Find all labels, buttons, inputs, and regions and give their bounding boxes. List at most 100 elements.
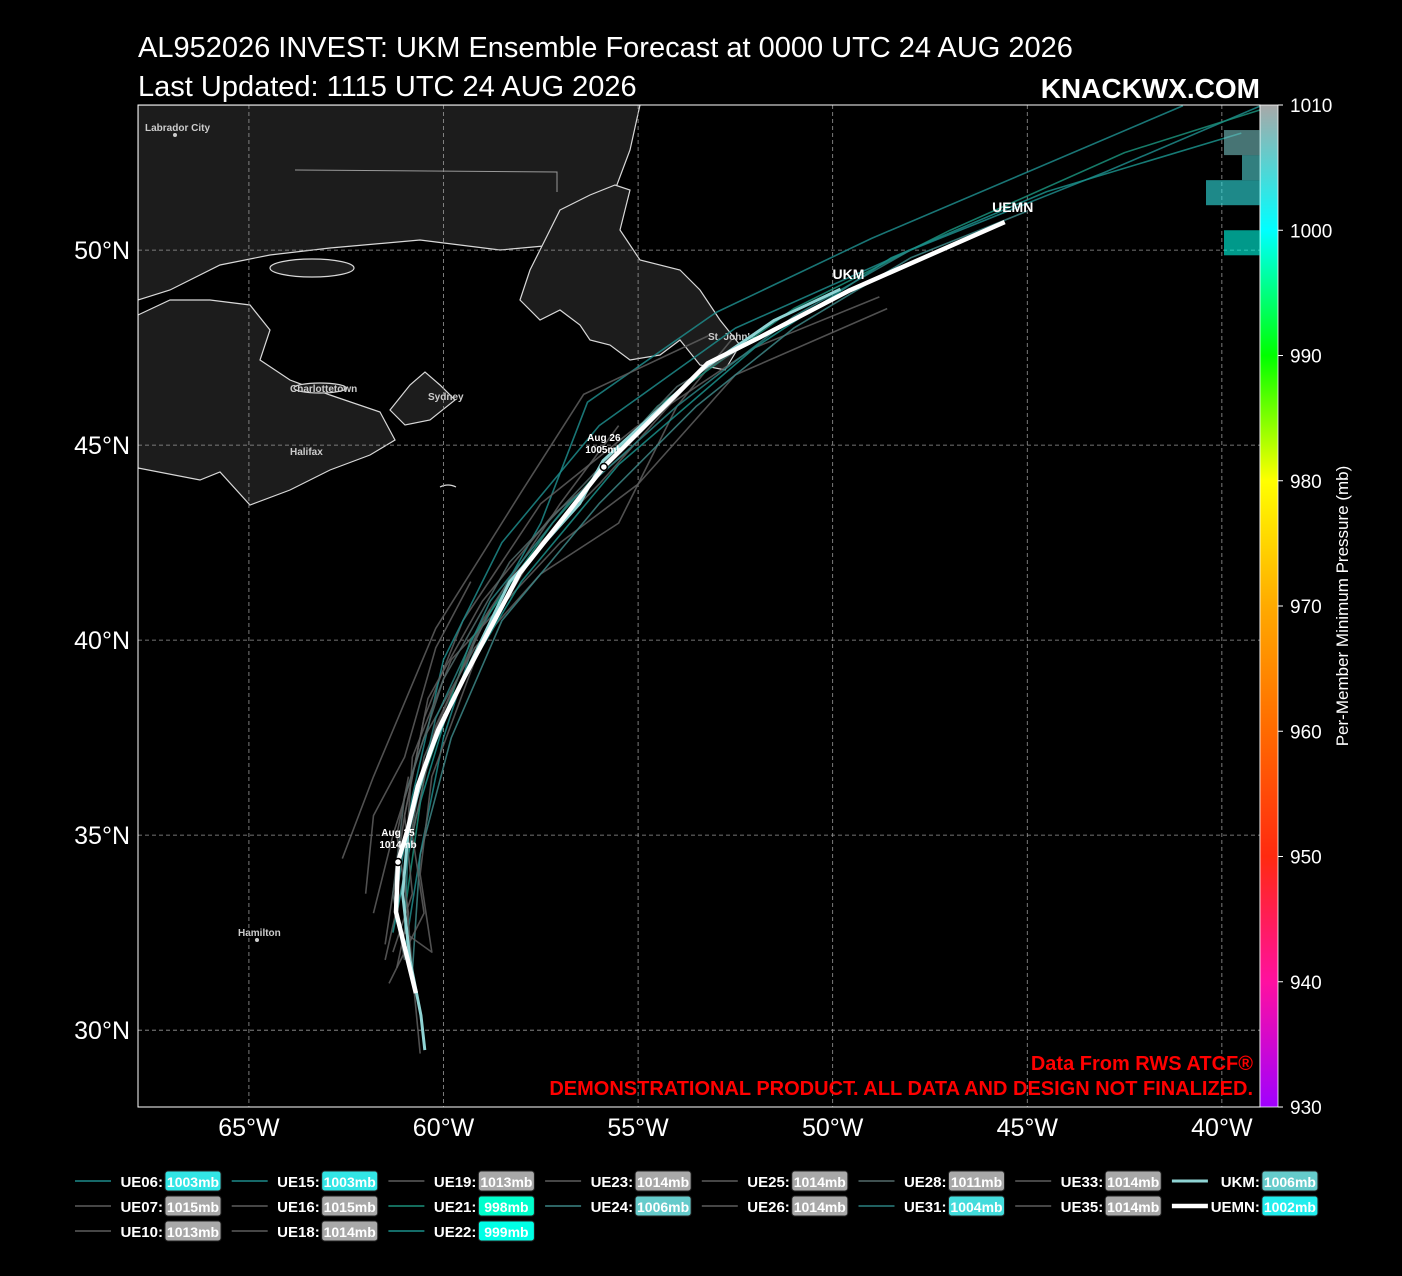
legend-pressure-box [634, 1195, 692, 1217]
legend-label: UE10: [120, 1224, 163, 1241]
legend-name: UE26 [747, 1199, 785, 1216]
legend-pressure-box [321, 1220, 379, 1242]
y-tick-label: 50°N [74, 237, 130, 265]
track-line [404, 374, 698, 953]
colorbar-tick-label: 950 [1290, 848, 1322, 869]
date-marker [599, 462, 609, 472]
colorbar-tick-label: 990 [1290, 347, 1322, 368]
x-tick-label: 60°W [413, 1114, 475, 1142]
legend-label: UE21: [434, 1199, 477, 1216]
legend-pressure: 998mb [484, 1199, 528, 1215]
track-line [392, 327, 775, 961]
legend-pressure: 1014mb [794, 1199, 846, 1215]
legend-label: UE06: [120, 1174, 163, 1191]
legend-separator: : [628, 1199, 633, 1216]
legend-pressure-box [948, 1170, 1005, 1192]
legend-pressure: 1014mb [1107, 1199, 1159, 1215]
legend-label: UE26: [747, 1199, 790, 1216]
date-marker [393, 857, 403, 867]
place-label: Hamilton [238, 928, 281, 939]
legend-separator: : [942, 1174, 947, 1191]
legend-name: UE06 [120, 1174, 158, 1191]
colorbar-tick-label: 940 [1290, 973, 1322, 994]
legend-label: UEMN: [1211, 1199, 1260, 1216]
island [269, 258, 355, 278]
place-label: St. John's [708, 332, 756, 343]
legend-pressure: 1011mb [951, 1174, 1002, 1190]
y-tick-label: 30°N [74, 1017, 130, 1045]
colorbar: 930 940 950 960 970 980 990 1000 1010 [1206, 96, 1332, 1119]
legend-separator: : [471, 1199, 476, 1216]
track-line [341, 335, 709, 859]
legend-name: UE31 [904, 1199, 942, 1216]
legend-pressure-box [477, 1195, 535, 1217]
legend-separator: : [158, 1174, 163, 1191]
legend-pressure: 1014mb [324, 1224, 376, 1240]
x-tick-label: 50°W [802, 1114, 864, 1142]
legend-pressure: 999mb [484, 1224, 528, 1240]
track-line [372, 339, 733, 914]
coastline [519, 184, 741, 371]
track-line [392, 132, 1242, 933]
legend-pressure: 1006mb [637, 1199, 689, 1215]
legend-label: UE16: [277, 1199, 320, 1216]
colorbar-label: Per-Member Minimum Pressure (mb) [1333, 466, 1352, 747]
legend-label: UKM: [1221, 1174, 1260, 1191]
legend-pressure-box [791, 1170, 849, 1192]
legend-label: UE28: [904, 1174, 947, 1191]
legend-pressure-box [164, 1195, 222, 1217]
x-tick-label: 55°W [607, 1114, 669, 1142]
chart-subtitle: Last Updated: 1115 UTC 24 AUG 2026 [138, 71, 637, 103]
track-line [388, 608, 491, 984]
x-tick-label: 40°W [1191, 1114, 1253, 1142]
coastline [439, 484, 457, 488]
legend-label: UE25: [747, 1174, 790, 1191]
map: Labrador City Charlottetown Sydney Halif… [138, 105, 1260, 1107]
legend-separator: : [1098, 1199, 1103, 1216]
border [294, 169, 558, 192]
legend-label: UE31: [904, 1199, 947, 1216]
legend-name: UE23 [591, 1174, 629, 1191]
legend-pressure: 1014mb [637, 1174, 689, 1190]
legend-name: UE16 [277, 1199, 315, 1216]
x-tick-label: 65°W [218, 1114, 280, 1142]
legend-label: UE15: [277, 1174, 320, 1191]
colorbar-tick-label: 1010 [1290, 96, 1332, 117]
track-line [392, 448, 631, 953]
x-tick-label: 45°W [997, 1114, 1059, 1142]
legend-separator: : [315, 1174, 320, 1191]
legend-pressure: 1004mb [950, 1199, 1002, 1215]
coastline [138, 299, 396, 506]
legend-name: UE35 [1061, 1199, 1099, 1216]
legend-name: UE07 [120, 1199, 158, 1216]
legend-pressure-box [1104, 1195, 1162, 1217]
legend-separator: : [785, 1174, 790, 1191]
legend-name: UE15 [277, 1174, 315, 1191]
pressure-label: 1005mb [585, 445, 622, 456]
y-tick-label: 40°N [74, 627, 130, 655]
legend-label: UE24: [591, 1199, 634, 1216]
coastline [389, 371, 456, 426]
legend-pressure-box [321, 1195, 379, 1217]
coastline [138, 105, 641, 301]
date-label: Aug 25 [381, 828, 415, 839]
place-label: Labrador City [145, 123, 210, 134]
place-label: Charlottetown [290, 384, 357, 395]
y-tick-label: 35°N [74, 822, 130, 850]
histogram-bar [1206, 180, 1260, 206]
legend-label: UE35: [1061, 1199, 1104, 1216]
legend-pressure-box [477, 1170, 535, 1192]
legend-pressure-box [164, 1220, 222, 1242]
axes: 65°W 60°W 55°W 50°W 45°W 40°W 30°N 35°N 40°N 45°N… [74, 237, 1253, 1142]
annotation: DEMONSTRATIONAL PRODUCT. ALL DATA AND DE… [549, 1078, 1253, 1100]
histogram-bar [1242, 155, 1260, 181]
date-label: Aug 26 [587, 433, 621, 444]
histogram-bar [1224, 230, 1260, 256]
track-line [396, 105, 1260, 894]
legend-label: UE22: [434, 1224, 477, 1241]
legend-label: UE18: [277, 1224, 320, 1241]
legend-separator: : [315, 1224, 320, 1241]
legend-separator: : [942, 1199, 947, 1216]
